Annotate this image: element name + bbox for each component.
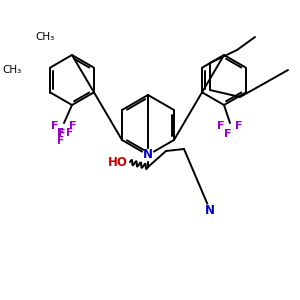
Circle shape <box>205 205 215 215</box>
Circle shape <box>142 149 154 161</box>
Text: HO: HO <box>108 155 128 169</box>
Text: F: F <box>58 129 66 139</box>
Text: F: F <box>52 121 59 131</box>
Text: F: F <box>218 121 225 131</box>
Text: CH₃: CH₃ <box>2 65 21 75</box>
Text: CH₃: CH₃ <box>35 32 54 42</box>
Text: F: F <box>224 129 232 139</box>
Text: F: F <box>69 121 76 131</box>
Text: F: F <box>66 128 74 138</box>
Text: N: N <box>205 203 215 217</box>
Text: F: F <box>57 128 64 138</box>
Text: N: N <box>143 148 153 161</box>
Text: F: F <box>57 136 64 146</box>
Bar <box>103 157 127 169</box>
Text: F: F <box>235 121 242 131</box>
